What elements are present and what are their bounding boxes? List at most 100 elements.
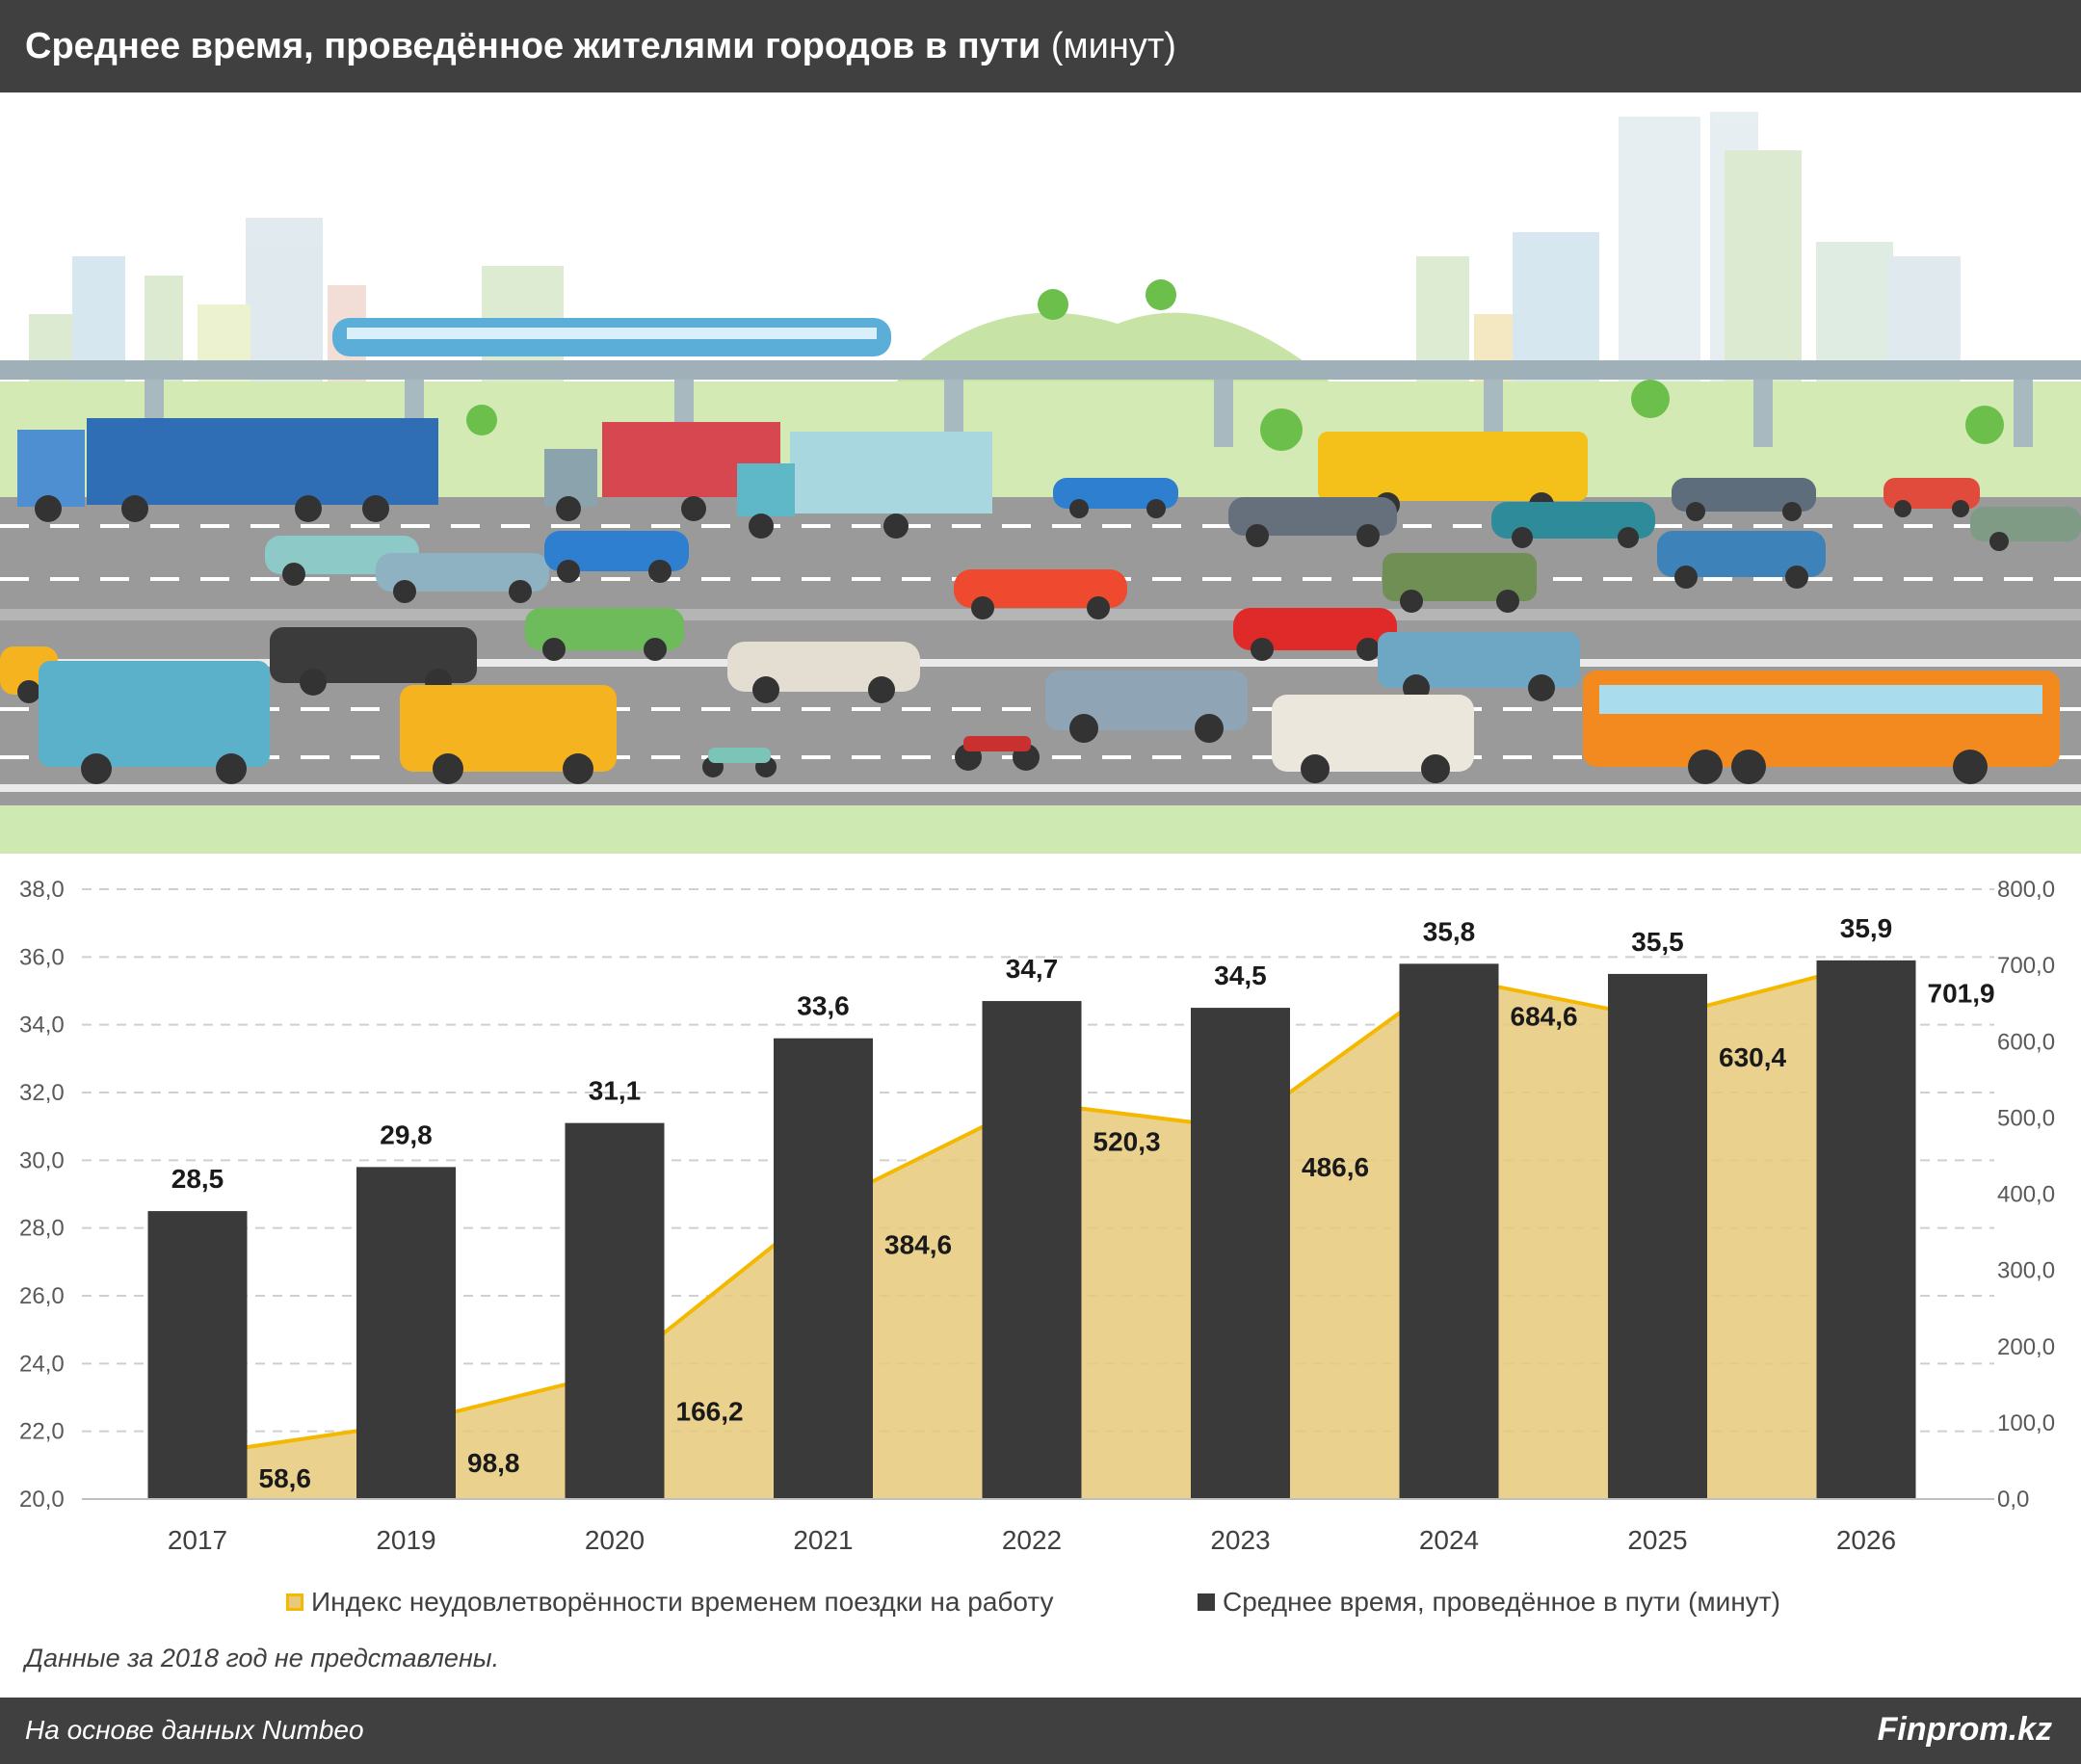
car-icon xyxy=(376,553,549,603)
bar-2023 xyxy=(1191,1008,1290,1499)
car-icon xyxy=(1383,553,1537,613)
bar-value-label: 28,5 xyxy=(171,1164,224,1194)
x-tick-label: 2020 xyxy=(585,1525,645,1555)
x-tick-label: 2017 xyxy=(168,1525,227,1555)
axes: 20,0 22,0 24,0 26,0 28,0 30,0 32,0 34,0 36,0 38,0… xyxy=(19,877,2055,1555)
bar-2021 xyxy=(774,1038,873,1499)
car-icon xyxy=(1672,478,1816,521)
chart-title: Среднее время, проведённое жителями горо… xyxy=(25,23,1176,69)
car-icon xyxy=(1491,502,1655,548)
car-icon xyxy=(1045,671,1248,743)
truck-icon xyxy=(17,418,438,522)
x-tick-label: 2019 xyxy=(376,1525,435,1555)
car-icon xyxy=(727,642,920,703)
legend: Индекс неудовлетворённости временем поез… xyxy=(0,1587,2081,1625)
car-icon xyxy=(525,608,684,661)
car-icon xyxy=(1228,497,1397,547)
area-value-label: 384,6 xyxy=(884,1230,952,1260)
y-right-tick-label: 0,0 xyxy=(1997,1487,2029,1513)
van-icon xyxy=(39,661,270,784)
truck-icon xyxy=(737,432,992,539)
bar-value-label: 35,5 xyxy=(1631,927,1684,957)
van-icon xyxy=(400,685,617,784)
scooter-icon xyxy=(702,748,777,777)
bar-2024 xyxy=(1399,963,1499,1499)
y-right-tick-label: 200,0 xyxy=(1997,1334,2055,1360)
car-icon xyxy=(270,627,477,696)
bus-icon xyxy=(1583,671,2060,784)
brand-logo-text: Finprom.kz xyxy=(1877,1711,2052,1748)
legend-label-area: Индекс неудовлетворённости временем поез… xyxy=(311,1587,1054,1617)
area-value-label: 630,4 xyxy=(1719,1042,1786,1072)
y-right-tick-label: 800,0 xyxy=(1997,877,2055,903)
chart-title-unit: (минут) xyxy=(1050,26,1176,66)
bar-2019 xyxy=(356,1167,456,1499)
combo-chart: 28,5 29,8 31,1 33,6 34,7 34,5 35,8 35,5 35,9 58,6… xyxy=(19,877,2055,1555)
footnote: Данные за 2018 год не представлены. xyxy=(25,1644,500,1672)
legend-swatch-bar xyxy=(1198,1593,1215,1611)
x-tick-label: 2022 xyxy=(1002,1525,1062,1555)
bar-value-label: 34,7 xyxy=(1006,954,1059,984)
bar-value-label: 34,5 xyxy=(1214,961,1267,990)
x-tick-label: 2021 xyxy=(793,1525,853,1555)
x-tick-label: 2026 xyxy=(1836,1525,1896,1555)
viaduct-deck xyxy=(0,360,2081,380)
bar-value-label: 35,9 xyxy=(1840,913,1893,943)
bar-series-average-time xyxy=(147,960,1916,1499)
car-icon xyxy=(1657,531,1826,589)
bar-value-label: 31,1 xyxy=(589,1076,642,1106)
car-icon xyxy=(544,531,689,583)
y-left-tick-label: 34,0 xyxy=(19,1013,65,1039)
data-labels: 28,5 29,8 31,1 33,6 34,7 34,5 35,8 35,5 35,9 58,6… xyxy=(171,913,1995,1493)
y-right-tick-label: 500,0 xyxy=(1997,1105,2055,1131)
y-right-tick-label: 600,0 xyxy=(1997,1029,2055,1055)
footer-bar: На основе данных Numbeo Finprom.kz xyxy=(0,1698,2081,1764)
legend-item-area: Индекс неудовлетворённости временем поез… xyxy=(286,1587,1054,1618)
bar-2026 xyxy=(1816,960,1916,1499)
car-icon xyxy=(1233,608,1397,661)
y-left-tick-label: 26,0 xyxy=(19,1283,65,1309)
header-bar: Среднее время, проведённое жителями горо… xyxy=(0,0,2081,92)
bar-2020 xyxy=(565,1122,665,1499)
area-value-label: 684,6 xyxy=(1511,1001,1578,1031)
legend-item-bar: Среднее время, проведённое в пути (минут… xyxy=(1198,1587,1780,1618)
area-value-label: 58,6 xyxy=(259,1463,312,1493)
van-icon xyxy=(1272,695,1474,783)
legend-label-bar: Среднее время, проведённое в пути (минут… xyxy=(1223,1587,1780,1617)
source-credit: На основе данных Numbeo xyxy=(25,1715,364,1745)
motorcycle-icon xyxy=(955,736,1040,771)
car-icon xyxy=(1053,478,1178,518)
car-icon xyxy=(954,569,1127,619)
y-right-tick-label: 300,0 xyxy=(1997,1258,2055,1284)
area-value-label: 520,3 xyxy=(1093,1126,1161,1156)
bar-2017 xyxy=(147,1211,248,1499)
x-tick-label: 2024 xyxy=(1419,1525,1479,1555)
city-traffic-illustration xyxy=(0,92,2081,854)
train-icon xyxy=(332,318,891,356)
area-value-label: 701,9 xyxy=(1928,979,1995,1009)
chart-title-main: Среднее время, проведённое жителями горо… xyxy=(25,26,1041,66)
x-tick-label: 2025 xyxy=(1627,1525,1687,1555)
y-left-tick-label: 32,0 xyxy=(19,1080,65,1106)
bar-2025 xyxy=(1608,973,1707,1499)
area-value-label: 98,8 xyxy=(467,1448,520,1478)
bar-2022 xyxy=(982,1001,1082,1499)
bar-value-label: 29,8 xyxy=(380,1119,433,1149)
y-right-tick-label: 100,0 xyxy=(1997,1410,2055,1436)
car-icon xyxy=(1970,507,2081,551)
car-icon xyxy=(1883,478,1980,517)
legend-swatch-area xyxy=(286,1593,303,1611)
area-value-label: 166,2 xyxy=(676,1396,744,1426)
y-right-tick-label: 400,0 xyxy=(1997,1182,2055,1208)
area-value-label: 486,6 xyxy=(1302,1152,1369,1182)
y-left-tick-label: 36,0 xyxy=(19,944,65,970)
y-left-tick-label: 28,0 xyxy=(19,1216,65,1242)
x-tick-label: 2023 xyxy=(1210,1525,1270,1555)
y-right-tick-label: 700,0 xyxy=(1997,953,2055,979)
y-left-tick-label: 22,0 xyxy=(19,1419,65,1445)
y-left-tick-label: 30,0 xyxy=(19,1147,65,1173)
y-left-tick-label: 24,0 xyxy=(19,1351,65,1377)
bar-value-label: 33,6 xyxy=(797,991,850,1021)
y-left-tick-label: 38,0 xyxy=(19,877,65,903)
y-left-tick-label: 20,0 xyxy=(19,1487,65,1513)
